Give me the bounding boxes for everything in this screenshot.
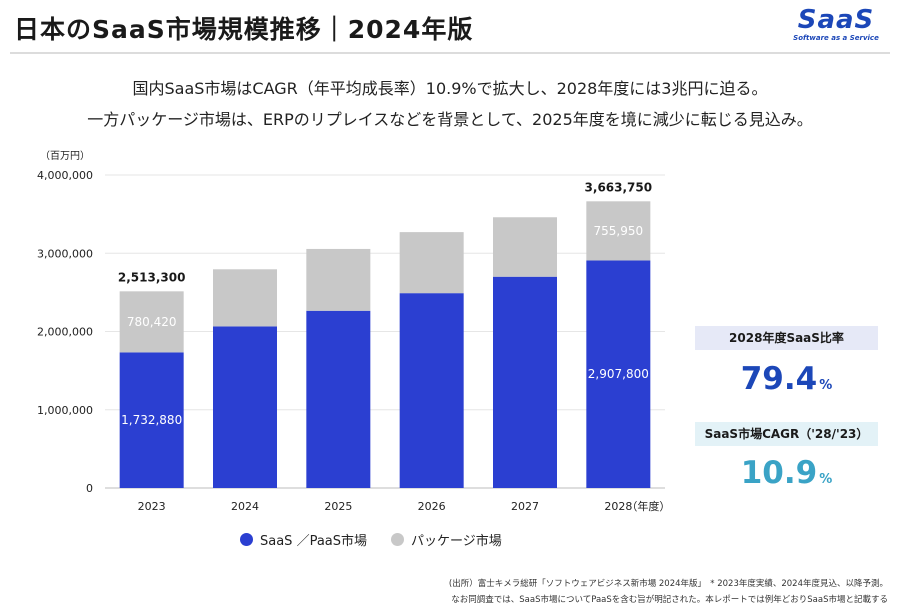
- x-tick-label: 2024: [231, 500, 259, 513]
- footnote-source: (出所）富士キメラ総研「ソフトウェアビジネス新市場 2024年版」 * 2023…: [448, 579, 888, 589]
- kpi-saas-cagr-unit: %: [819, 472, 833, 487]
- y-axis-unit: （百万円）: [40, 150, 90, 162]
- bar-saas: [399, 293, 464, 488]
- kpi-saas-cagr-label: SaaS市場CAGR（'28/'23）: [695, 422, 878, 446]
- bar-saas: [586, 260, 651, 488]
- logo-word: SaaS: [797, 5, 875, 35]
- saas-logo: SaaS Software as a Service: [790, 6, 882, 43]
- kpi-saas-cagr-number: 10.9: [740, 455, 818, 491]
- x-tick-label: 2025: [324, 500, 352, 513]
- legend-item-saas: SaaS ／PaaS市場: [240, 530, 367, 549]
- bar-package: [586, 201, 651, 261]
- y-tick-label: 2,000,000: [37, 326, 93, 339]
- kpi-saas-cagr-value: 10.9%: [695, 455, 878, 491]
- segment-data-label: 755,950: [594, 224, 644, 238]
- chart-legend: SaaS ／PaaS市場 パッケージ市場: [240, 530, 526, 549]
- bar-package: [306, 248, 371, 311]
- bar-saas: [119, 352, 184, 488]
- footnote-note: なお同調査では、SaaS市場についてPaaSを含む旨が明記された。本レポートでは…: [451, 595, 888, 605]
- logo-subtitle: Software as a Service: [793, 34, 879, 42]
- total-data-label: 2,513,300: [118, 270, 186, 284]
- total-data-label: 3,663,750: [585, 180, 653, 194]
- x-tick-label: 2027: [511, 500, 539, 513]
- kpi-saas-share-number: 79.4: [740, 361, 818, 397]
- x-tick-label: 2028: [604, 500, 632, 513]
- x-tick-label: 2026: [418, 500, 446, 513]
- y-tick-label: 4,000,000: [37, 169, 93, 182]
- subtitle-line-2: 一方パッケージ市場は、ERPのリプレイスなどを背景として、2025年度を境に減少…: [87, 110, 813, 129]
- title-divider: [10, 52, 890, 54]
- kpi-saas-share-label: 2028年度SaaS比率: [695, 326, 878, 350]
- bar-package: [213, 269, 277, 327]
- y-tick-label: 0: [86, 482, 93, 495]
- page-title: 日本のSaaS市場規模推移｜2024年版: [14, 15, 474, 44]
- x-tick-label: 2023: [138, 500, 166, 513]
- legend-label-package: パッケージ市場: [411, 534, 502, 549]
- legend-swatch-package: [391, 533, 405, 546]
- kpi-saas-share-unit: %: [819, 378, 833, 393]
- segment-data-label: 1,732,880: [121, 413, 182, 427]
- y-tick-label: 1,000,000: [37, 404, 93, 417]
- y-tick-label: 3,000,000: [37, 247, 93, 260]
- legend-label-saas: SaaS ／PaaS市場: [260, 534, 368, 549]
- segment-data-label: 780,420: [127, 315, 177, 329]
- legend-swatch-saas: [240, 533, 253, 546]
- bar-saas: [213, 326, 277, 488]
- legend-item-package: パッケージ市場: [391, 530, 502, 549]
- subtitle-line-1: 国内SaaS市場はCAGR（年平均成長率）10.9%で拡大し、2028年度には3…: [132, 79, 768, 98]
- bar-package: [119, 291, 184, 353]
- x-axis-unit: （年度）: [626, 499, 670, 513]
- bar-package: [399, 232, 464, 294]
- market-size-chart: 0 1,000,000 2,000,000 3,000,000 4,000,000 （百万…: [37, 150, 670, 513]
- bar-saas: [493, 276, 557, 488]
- segment-data-label: 2,907,800: [588, 367, 649, 381]
- bar-saas: [306, 310, 371, 488]
- bar-package: [493, 217, 557, 277]
- kpi-saas-share-value: 79.4%: [695, 361, 878, 397]
